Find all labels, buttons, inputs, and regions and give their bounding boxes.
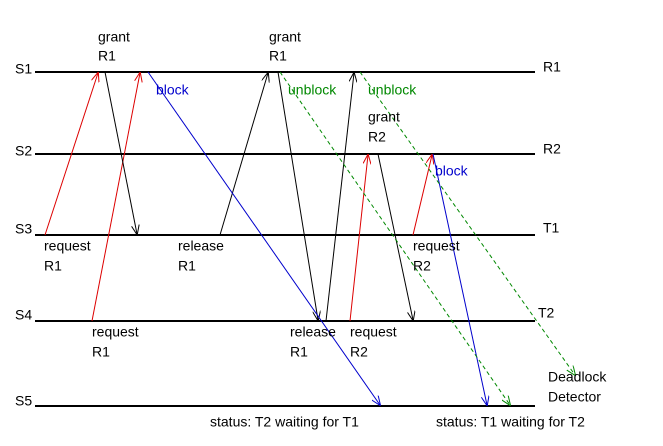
arrow [44, 73, 98, 236]
arrow [349, 155, 368, 322]
annotation: request [92, 324, 139, 340]
annotation: unblock [288, 82, 337, 98]
annotation: R1 [98, 48, 116, 64]
arrow [147, 71, 380, 405]
left-label: S3 [15, 221, 32, 237]
annotation: release [178, 238, 224, 254]
status: status: T2 waiting for T1 [210, 414, 359, 430]
arrow [219, 73, 268, 236]
right-label: T2 [538, 305, 555, 321]
right-label: R1 [543, 59, 561, 75]
right-label: Detector [548, 389, 601, 405]
left-label: S1 [15, 61, 32, 77]
arrow [432, 153, 487, 405]
arrow [377, 153, 413, 320]
annotation: R2 [350, 344, 368, 360]
arrow [359, 71, 575, 375]
left-label: S4 [15, 307, 32, 323]
arrow [277, 71, 318, 320]
arrow [325, 73, 354, 322]
annotation: R1 [44, 258, 62, 274]
arrow [412, 155, 432, 236]
annotation: R2 [368, 129, 386, 145]
annotation: unblock [368, 82, 417, 98]
annotation: request [413, 238, 460, 254]
annotation: request [44, 238, 91, 254]
arrows [44, 71, 575, 405]
annotation: release [290, 324, 336, 340]
timelines [35, 71, 535, 407]
annotation: R2 [413, 258, 431, 274]
annotation: grant [368, 109, 400, 125]
annotation: R1 [290, 344, 308, 360]
left-label: S2 [15, 143, 32, 159]
arrow [91, 73, 140, 322]
annotations: grant R1 grant R1 block unblock unblock … [44, 29, 585, 430]
annotation: block [156, 82, 190, 98]
timeline-labels: S1 S2 S3 S4 S5 R1 R2 T1 T2 Deadlock Dete… [15, 59, 607, 409]
annotation: grant [269, 29, 301, 45]
annotation: request [350, 324, 397, 340]
status: status: T1 waiting for T2 [436, 414, 585, 430]
annotation: R1 [178, 258, 196, 274]
arrow [104, 71, 137, 234]
arrow [279, 71, 510, 405]
annotation: R1 [92, 344, 110, 360]
right-label: Deadlock [548, 369, 607, 385]
right-label: R2 [543, 141, 561, 157]
right-label: T1 [543, 220, 560, 236]
left-label: S5 [15, 393, 32, 409]
annotation: R1 [269, 48, 287, 64]
annotation: grant [98, 29, 130, 45]
annotation: block [435, 163, 469, 179]
